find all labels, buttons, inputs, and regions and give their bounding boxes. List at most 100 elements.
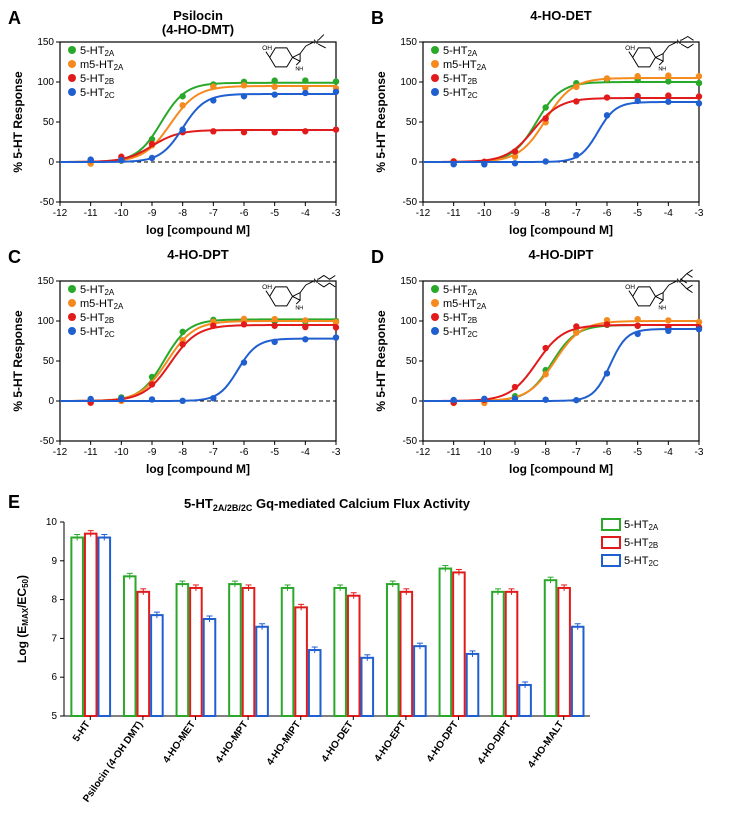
svg-text:log [compound M]: log [compound M] — [146, 223, 250, 237]
legend-marker — [68, 285, 76, 293]
data-point — [210, 395, 216, 401]
svg-text:OH: OH — [625, 284, 635, 291]
data-point — [696, 326, 702, 332]
chart-title: 4-HO-DET — [530, 8, 591, 23]
chart-title: 4-HO-DPT — [167, 247, 228, 262]
data-point — [542, 396, 548, 402]
svg-text:-3: -3 — [332, 208, 341, 219]
svg-text:-3: -3 — [332, 447, 341, 458]
svg-text:% 5-HT Response: % 5-HT Response — [374, 310, 388, 412]
legend-marker — [431, 327, 439, 335]
svg-text:0: 0 — [411, 396, 417, 407]
data-point — [573, 329, 579, 335]
curve-blue — [423, 329, 699, 401]
bar-chart-panel: E 5-HT2A/2B/2C Gq-mediated Calcium Flux … — [8, 492, 726, 817]
svg-text:-7: -7 — [209, 208, 218, 219]
legend-label: 5-HT2C — [624, 555, 659, 568]
svg-text:-5: -5 — [270, 447, 279, 458]
legend-label: 5-HT2A — [443, 45, 478, 58]
data-point — [604, 112, 610, 118]
bar-category-label: 4-HO-EPT — [373, 719, 409, 764]
legend-label: 5-HT2A — [443, 284, 478, 297]
bar-red — [243, 588, 255, 716]
molecule-dipt-icon: NHOHN — [625, 270, 692, 312]
data-point — [696, 93, 702, 99]
bar-category-label: 4-HO-DPT — [425, 719, 461, 764]
legend-marker — [68, 327, 76, 335]
svg-text:N: N — [313, 278, 318, 285]
bar-blue — [572, 627, 584, 716]
bar-category-label: 4-HO-DIPT — [476, 719, 514, 766]
svg-text:-50: -50 — [40, 197, 55, 208]
data-point — [696, 73, 702, 79]
data-point — [271, 91, 277, 97]
bar-blue — [256, 627, 268, 716]
data-point — [634, 331, 640, 337]
legend-label: 5-HT2A — [80, 284, 115, 297]
bar-category-label: 4-HO-MALT — [526, 719, 566, 770]
dose-chart-D: 4-HO-DIPT-50050100150-12-11-10-9-8-7-6-5… — [371, 247, 711, 477]
data-point — [512, 160, 518, 166]
data-point — [333, 324, 339, 330]
data-point — [179, 102, 185, 108]
legend-marker — [431, 60, 439, 68]
bar-blue — [467, 654, 479, 716]
svg-text:OH: OH — [262, 45, 272, 52]
legend-label: 5-HT2C — [80, 87, 115, 100]
data-point — [210, 84, 216, 90]
data-point — [333, 78, 339, 84]
panel-A: APsilocin(4-HO-DMT)-50050100150-12-11-10… — [8, 8, 363, 243]
data-point — [210, 97, 216, 103]
data-point — [241, 93, 247, 99]
svg-text:5: 5 — [51, 711, 57, 722]
legend-marker — [68, 46, 76, 54]
legend-marker — [431, 299, 439, 307]
svg-text:% 5-HT Response: % 5-HT Response — [374, 71, 388, 173]
svg-text:6: 6 — [51, 672, 57, 683]
bar-green — [229, 584, 241, 716]
data-point — [696, 100, 702, 106]
svg-text:H: H — [299, 306, 303, 312]
data-point — [271, 339, 277, 345]
data-point — [665, 328, 671, 334]
svg-text:-7: -7 — [572, 447, 581, 458]
data-point — [302, 128, 308, 134]
legend-swatch — [602, 519, 620, 530]
data-point — [634, 73, 640, 79]
data-point — [604, 94, 610, 100]
curve-red — [423, 98, 699, 162]
data-point — [604, 321, 610, 327]
bar-green — [334, 588, 346, 716]
data-point — [149, 141, 155, 147]
data-point — [333, 334, 339, 340]
data-point — [542, 115, 548, 121]
svg-text:-9: -9 — [511, 447, 520, 458]
svg-text:50: 50 — [406, 356, 418, 367]
legend-marker — [431, 285, 439, 293]
svg-text:-3: -3 — [695, 208, 704, 219]
bar-red — [558, 588, 570, 716]
data-point — [512, 148, 518, 154]
bar-red — [506, 592, 518, 716]
svg-text:50: 50 — [43, 117, 55, 128]
svg-text:H: H — [662, 306, 666, 312]
data-point — [333, 89, 339, 95]
panel-C: C4-HO-DPT-50050100150-12-11-10-9-8-7-6-5… — [8, 247, 363, 482]
bar-category-label: 5-HT — [71, 719, 93, 744]
legend-marker — [431, 88, 439, 96]
svg-text:H: H — [662, 67, 666, 73]
svg-text:50: 50 — [406, 117, 418, 128]
dose-chart-C: 4-HO-DPT-50050100150-12-11-10-9-8-7-6-5-… — [8, 247, 348, 477]
data-point — [450, 161, 456, 167]
svg-text:-9: -9 — [511, 208, 520, 219]
svg-text:-50: -50 — [403, 436, 418, 447]
svg-text:-12: -12 — [416, 447, 431, 458]
curve-red — [60, 130, 336, 162]
svg-text:10: 10 — [46, 517, 58, 528]
panel-letter-A: A — [8, 8, 21, 29]
data-point — [271, 129, 277, 135]
legend-label: 5-HT2C — [443, 326, 478, 339]
data-point — [665, 317, 671, 323]
svg-text:-7: -7 — [572, 208, 581, 219]
data-point — [333, 126, 339, 132]
